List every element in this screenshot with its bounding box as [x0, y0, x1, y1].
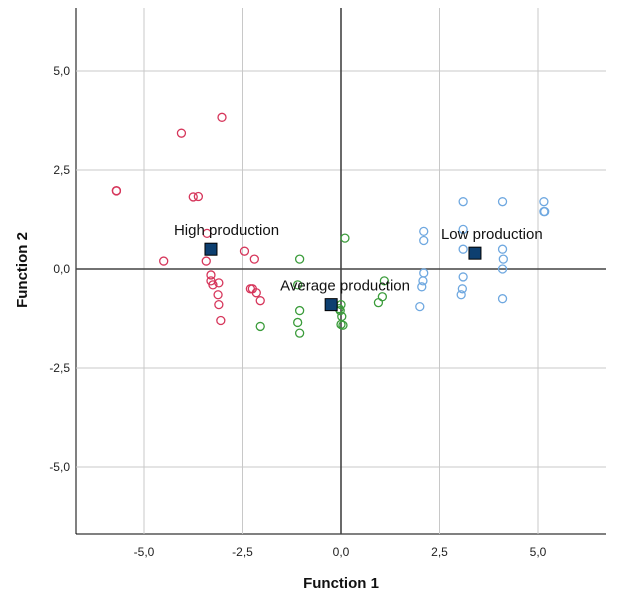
data-point [458, 272, 468, 282]
data-point [458, 197, 468, 207]
data-point [206, 270, 216, 280]
zero-axis-lines [76, 8, 606, 534]
data-point [294, 328, 305, 338]
data-point [188, 192, 198, 202]
data-point [419, 268, 429, 278]
x-axis-tick-labels: -5,0 -2,5 0,0 2,5 5,0 [134, 545, 547, 559]
group-centroids: High production Average production Low pro… [174, 222, 543, 312]
data-point [418, 276, 428, 286]
data-point [201, 256, 211, 266]
y-tick-label: -5,0 [49, 460, 70, 474]
data-point [214, 278, 224, 288]
data-point [193, 191, 204, 202]
y-axis-title: Function 2 [14, 232, 31, 308]
x-tick-label: -5,0 [134, 545, 155, 559]
data-point [294, 305, 305, 316]
data-point [458, 224, 468, 235]
data-point [497, 244, 508, 254]
centroid-marker [468, 246, 482, 260]
data-point [417, 282, 427, 292]
x-tick-label: 2,5 [431, 545, 448, 559]
data-point [415, 301, 425, 312]
data-point [293, 317, 303, 328]
y-tick-label: 2,5 [53, 163, 70, 177]
data-point [176, 128, 187, 138]
data-point [239, 246, 250, 256]
data-point [497, 294, 508, 304]
data-point [111, 185, 122, 196]
data-point [498, 254, 508, 264]
y-axis-tick-labels: -5,0 -2,5 0,0 2,5 5,0 [49, 64, 70, 474]
centroid-marker [324, 298, 338, 312]
data-point [540, 206, 550, 217]
data-point [217, 112, 227, 122]
series-group-2 [255, 233, 389, 338]
data-point [255, 321, 265, 332]
data-point [340, 233, 350, 243]
data-point [159, 256, 169, 266]
centroid-label: Average production [280, 278, 410, 295]
x-tick-label: -2,5 [232, 545, 253, 559]
data-point [456, 290, 466, 300]
data-point [293, 280, 303, 290]
data-point [202, 228, 212, 239]
data-point [419, 226, 429, 237]
data-point [419, 235, 429, 246]
y-tick-label: 5,0 [53, 64, 70, 78]
case-points [111, 112, 550, 338]
series-group-1 [111, 112, 265, 326]
data-point [294, 254, 305, 264]
data-point [497, 197, 508, 207]
y-tick-label: -2,5 [49, 361, 70, 375]
y-tick-label: 0,0 [53, 262, 70, 276]
centroid-label: Low production [441, 226, 543, 243]
data-point [251, 288, 261, 298]
x-axis-title: Function 1 [303, 575, 379, 592]
data-point [458, 244, 468, 254]
centroid-marker [204, 242, 218, 256]
series-group-3 [415, 197, 550, 312]
data-point [214, 299, 224, 310]
data-point [208, 280, 218, 290]
data-point [457, 284, 468, 294]
data-point [379, 276, 389, 286]
data-point [497, 264, 508, 274]
centroid-label: High production [174, 222, 279, 239]
data-point [255, 296, 265, 306]
data-point [213, 290, 223, 300]
data-point [539, 197, 549, 207]
data-point [249, 254, 259, 264]
x-tick-label: 0,0 [333, 545, 350, 559]
data-point [373, 298, 384, 308]
x-tick-label: 5,0 [530, 545, 547, 559]
data-point [216, 315, 226, 326]
data-point [338, 320, 348, 330]
